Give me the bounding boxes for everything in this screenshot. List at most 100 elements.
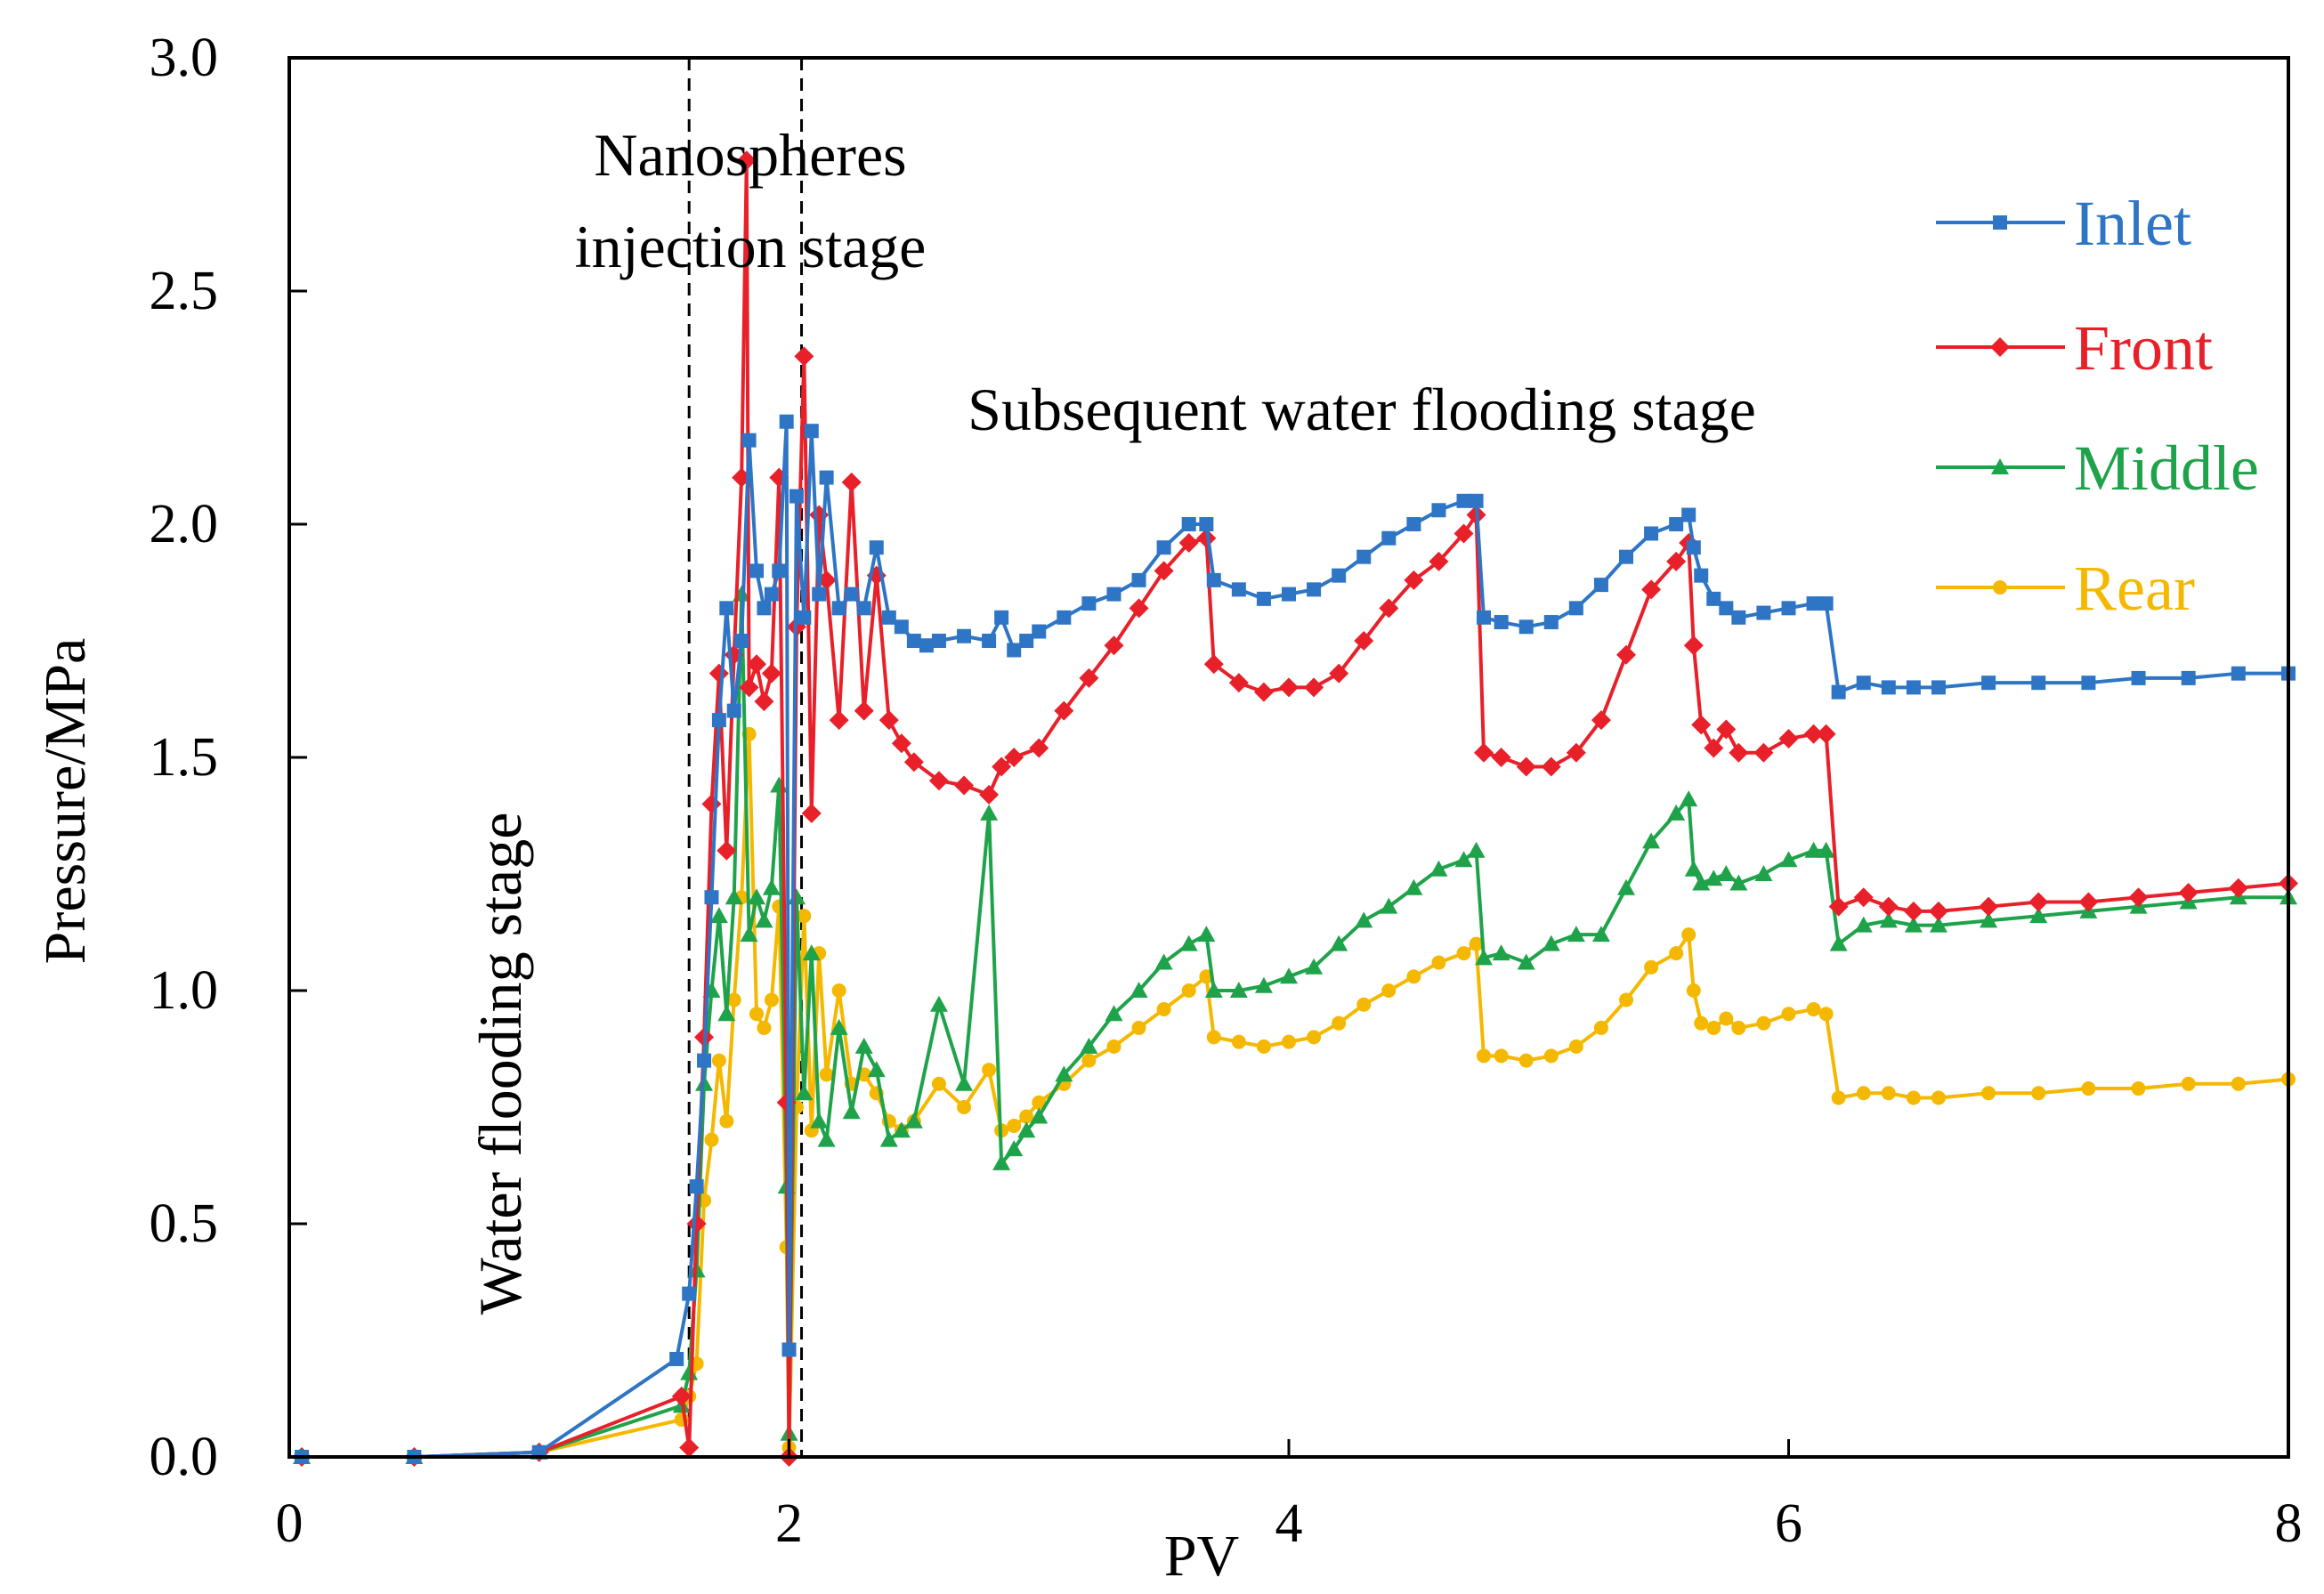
data-point-front	[1853, 887, 1874, 908]
data-point-front	[1803, 724, 1824, 744]
data-point-rear	[1106, 1039, 1122, 1054]
data-point-middle	[1280, 967, 1298, 984]
data-point-front	[854, 700, 874, 721]
data-point-middle	[955, 1074, 974, 1091]
data-point-front	[2178, 882, 2198, 902]
data-point-front	[1228, 673, 1249, 693]
data-point-middle	[795, 1084, 814, 1101]
data-point-rear	[1756, 1015, 1771, 1031]
data-point-rear	[797, 909, 812, 924]
data-point-inlet	[1032, 624, 1047, 639]
data-point-front	[801, 803, 822, 823]
data-point-inlet	[831, 601, 846, 616]
y-axis-title: Pressure/MPa	[33, 638, 98, 965]
data-point-rear	[1231, 1034, 1246, 1049]
data-point-middle	[1617, 878, 1636, 895]
data-point-inlet	[2031, 676, 2046, 691]
data-point-middle	[1591, 926, 1610, 943]
legend-label: Middle	[2074, 433, 2259, 504]
data-point-inlet	[704, 890, 719, 905]
data-point-inlet	[1469, 493, 1484, 508]
data-point-middle	[755, 911, 773, 928]
data-point-inlet	[1181, 517, 1196, 531]
data-point-front	[1729, 742, 1749, 763]
data-point-front	[1666, 551, 1687, 571]
data-point-inlet	[726, 703, 741, 718]
data-point-rear	[1931, 1090, 1946, 1105]
data-point-front	[794, 346, 814, 367]
data-point-inlet	[1131, 572, 1146, 587]
data-point-inlet	[856, 601, 871, 616]
data-point-inlet	[982, 634, 997, 648]
data-point-middle	[1030, 1107, 1049, 1124]
data-point-front	[1816, 724, 1836, 744]
data-point-front	[1566, 742, 1586, 763]
data-point-rear	[1476, 1048, 1491, 1064]
data-point-rear	[1206, 1030, 1221, 1045]
data-point-front	[979, 784, 1000, 805]
data-point-rear	[1731, 1020, 1746, 1035]
data-point-inlet	[1669, 517, 1684, 531]
data-point-inlet	[2181, 670, 2196, 685]
series-inlet	[295, 414, 2296, 1464]
data-point-inlet	[749, 563, 765, 579]
data-point-middle	[1779, 851, 1798, 868]
data-point-inlet	[1856, 676, 1871, 691]
data-point-front	[1454, 523, 1474, 544]
data-point-front	[686, 1214, 707, 1234]
data-point-rear	[819, 1067, 834, 1082]
data-point-middle	[709, 907, 728, 924]
data-point-rear	[1906, 1090, 1921, 1105]
data-point-middle	[1705, 870, 1723, 886]
data-point-rear	[1881, 1086, 1896, 1101]
data-point-middle	[980, 804, 999, 821]
legend-item-middle: Middle	[1936, 433, 2259, 504]
data-point-rear	[749, 1007, 765, 1022]
data-point-middle	[802, 944, 821, 961]
data-point-rear	[719, 1113, 734, 1129]
data-point-middle	[904, 1112, 923, 1129]
data-point-inlet	[1831, 684, 1846, 700]
series-middle	[293, 585, 2297, 1464]
nanospheres-label-line1: Nanospheres	[594, 121, 906, 189]
data-point-inlet	[2231, 666, 2246, 681]
data-point-front	[1354, 631, 1374, 651]
data-point-front	[1079, 668, 1099, 688]
data-point-middle	[1692, 874, 1711, 891]
data-point-inlet	[1931, 680, 1946, 695]
data-point-inlet	[1881, 680, 1896, 695]
data-point-inlet	[1231, 582, 1246, 597]
data-point-middle	[929, 995, 948, 1012]
legend-marker-middle	[1991, 458, 2009, 474]
data-point-inlet	[1694, 568, 1709, 583]
data-point-inlet	[1106, 587, 1122, 602]
x-axis-title: PV	[1164, 1524, 1239, 1589]
legend-marker-inlet	[1993, 215, 2007, 230]
data-point-middle	[1474, 949, 1493, 966]
data-point-rear	[931, 1076, 946, 1091]
data-point-front	[1516, 757, 1536, 777]
data-point-rear	[957, 1100, 972, 1114]
data-point-front	[1129, 598, 1149, 619]
data-point-rear	[711, 1053, 726, 1068]
data-point-inlet	[789, 489, 804, 504]
data-point-inlet	[1282, 587, 1296, 602]
data-point-middle	[1254, 976, 1273, 993]
data-point-middle	[1929, 916, 1947, 933]
data-point-front	[1878, 896, 1899, 917]
data-point-inlet	[1906, 680, 1921, 695]
y-tick-label: 3.0	[150, 28, 219, 88]
data-point-front	[761, 663, 781, 684]
data-point-front	[1903, 901, 1923, 921]
data-point-rear	[2231, 1076, 2246, 1091]
data-point-inlet	[1706, 591, 1721, 606]
data-point-front	[891, 733, 911, 754]
data-point-middle	[2029, 907, 2048, 924]
data-point-front	[736, 150, 757, 171]
data-point-inlet	[772, 563, 787, 579]
data-point-front	[1203, 654, 1224, 675]
data-point-inlet	[2081, 676, 2096, 691]
data-point-rear	[704, 1132, 719, 1147]
data-point-middle	[1130, 982, 1148, 998]
data-point-middle	[717, 1005, 736, 1022]
